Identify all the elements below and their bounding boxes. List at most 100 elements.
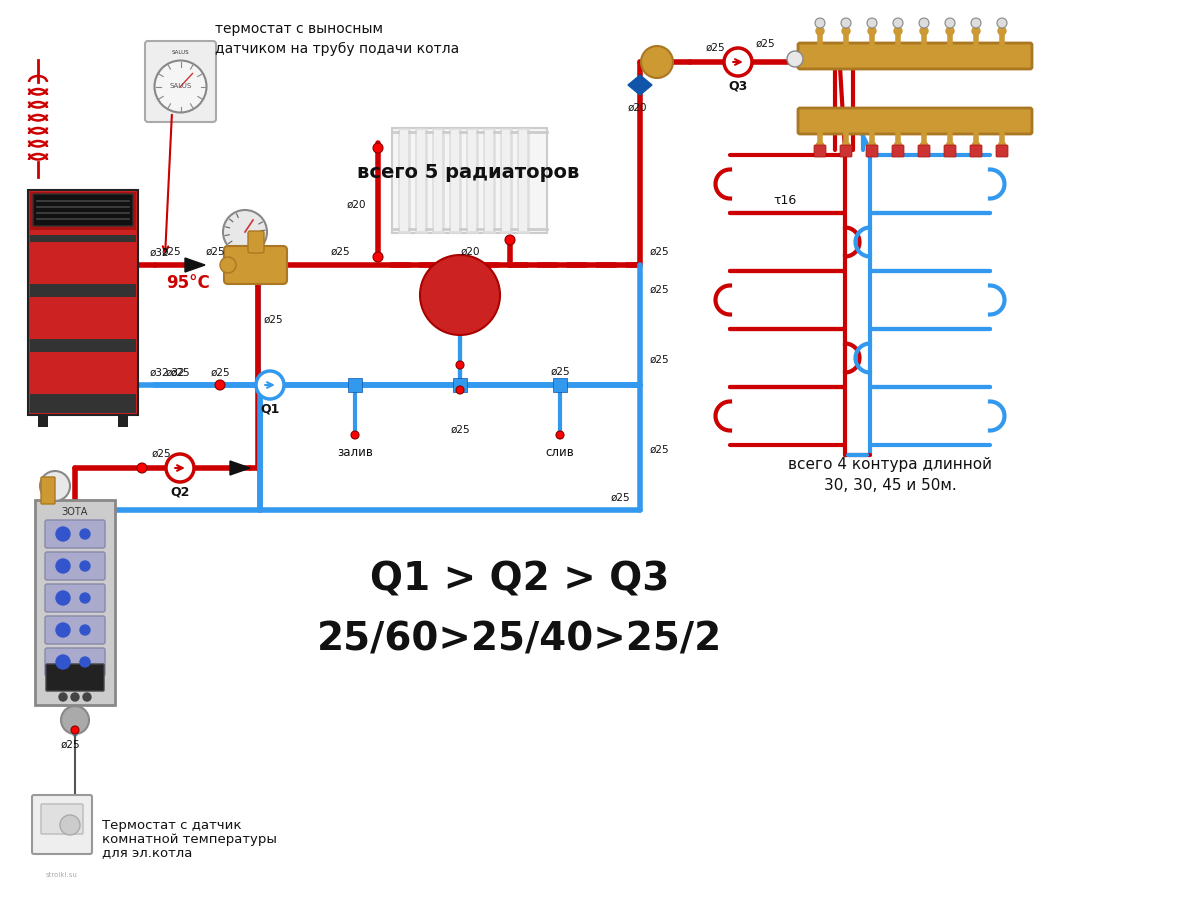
Circle shape — [80, 561, 90, 571]
Text: 30, 30, 45 и 50м.: 30, 30, 45 и 50м. — [824, 478, 957, 492]
Circle shape — [373, 143, 382, 153]
FancyBboxPatch shape — [30, 242, 135, 284]
FancyBboxPatch shape — [38, 415, 48, 427]
Circle shape — [71, 693, 79, 701]
FancyBboxPatch shape — [866, 145, 878, 157]
FancyBboxPatch shape — [224, 246, 287, 284]
Polygon shape — [628, 75, 652, 95]
Circle shape — [998, 27, 1006, 35]
Circle shape — [724, 48, 752, 76]
Circle shape — [165, 454, 194, 482]
Circle shape — [56, 623, 70, 637]
FancyBboxPatch shape — [41, 477, 55, 504]
Circle shape — [56, 559, 70, 573]
Text: ø25: ø25 — [650, 445, 669, 455]
Text: ø25: ø25 — [550, 367, 570, 377]
Circle shape — [56, 591, 70, 605]
Circle shape — [868, 27, 876, 35]
Text: всего 5 радиаторов: всего 5 радиаторов — [357, 163, 579, 182]
Text: ø32: ø32 — [165, 368, 186, 378]
FancyBboxPatch shape — [35, 500, 115, 705]
Text: ø25: ø25 — [60, 740, 80, 750]
Circle shape — [351, 431, 359, 439]
Circle shape — [920, 27, 928, 35]
Text: ø25: ø25 — [650, 355, 669, 365]
Text: залив: залив — [337, 446, 373, 460]
Circle shape — [420, 255, 500, 335]
Circle shape — [40, 471, 70, 501]
Circle shape — [80, 625, 90, 635]
FancyBboxPatch shape — [892, 145, 904, 157]
Circle shape — [893, 18, 903, 28]
Text: SALUS: SALUS — [169, 84, 192, 89]
Text: Q2: Q2 — [170, 485, 189, 499]
FancyBboxPatch shape — [392, 128, 547, 233]
Circle shape — [815, 18, 825, 28]
FancyBboxPatch shape — [453, 378, 466, 392]
Text: ø20: ø20 — [460, 247, 480, 257]
FancyBboxPatch shape — [248, 231, 264, 253]
FancyBboxPatch shape — [944, 145, 956, 157]
FancyBboxPatch shape — [41, 804, 83, 834]
Circle shape — [60, 815, 80, 835]
Text: ø25: ø25 — [757, 39, 776, 49]
Text: Q3: Q3 — [728, 79, 748, 93]
Circle shape — [817, 27, 824, 35]
Circle shape — [787, 51, 803, 67]
Text: ø32: ø32 — [150, 368, 169, 378]
Text: ø25: ø25 — [162, 247, 181, 257]
Circle shape — [894, 142, 902, 150]
FancyBboxPatch shape — [30, 192, 135, 230]
Text: Термостат с датчик: Термостат с датчик — [102, 818, 241, 832]
Text: ø25: ø25 — [610, 493, 629, 503]
Circle shape — [155, 60, 206, 112]
Circle shape — [56, 655, 70, 669]
Text: слив: слив — [546, 446, 574, 460]
Circle shape — [894, 27, 902, 35]
FancyBboxPatch shape — [30, 352, 135, 394]
Circle shape — [946, 27, 954, 35]
FancyBboxPatch shape — [970, 145, 982, 157]
FancyBboxPatch shape — [799, 43, 1032, 69]
Text: ø25: ø25 — [650, 247, 669, 257]
Circle shape — [918, 18, 929, 28]
Text: ø25: ø25 — [170, 368, 189, 378]
FancyBboxPatch shape — [30, 235, 135, 413]
Circle shape — [842, 142, 850, 150]
Circle shape — [257, 371, 284, 399]
Circle shape — [80, 657, 90, 667]
Circle shape — [83, 693, 91, 701]
Circle shape — [219, 257, 236, 273]
Circle shape — [946, 142, 954, 150]
Circle shape — [215, 380, 225, 390]
Circle shape — [971, 18, 981, 28]
FancyBboxPatch shape — [46, 616, 106, 644]
Circle shape — [373, 252, 382, 262]
Text: для эл.котла: для эл.котла — [102, 847, 192, 860]
Text: ø25: ø25 — [210, 368, 230, 378]
Circle shape — [945, 18, 954, 28]
FancyBboxPatch shape — [32, 795, 92, 854]
Circle shape — [920, 142, 928, 150]
FancyBboxPatch shape — [34, 194, 133, 226]
Circle shape — [61, 706, 89, 734]
Circle shape — [998, 18, 1007, 28]
Circle shape — [556, 431, 564, 439]
FancyBboxPatch shape — [996, 145, 1008, 157]
Text: ø25: ø25 — [152, 449, 171, 459]
FancyBboxPatch shape — [348, 378, 362, 392]
Text: ø20: ø20 — [627, 103, 646, 113]
Circle shape — [842, 27, 850, 35]
FancyBboxPatch shape — [46, 664, 104, 691]
Circle shape — [56, 527, 70, 541]
Text: ø25: ø25 — [205, 247, 225, 257]
Text: SALUS: SALUS — [171, 50, 189, 55]
Circle shape — [505, 235, 516, 245]
Circle shape — [867, 18, 876, 28]
Polygon shape — [185, 258, 205, 272]
Text: ø32: ø32 — [150, 248, 169, 258]
FancyBboxPatch shape — [28, 190, 138, 415]
Circle shape — [80, 529, 90, 539]
Circle shape — [137, 463, 147, 473]
Circle shape — [223, 210, 267, 254]
